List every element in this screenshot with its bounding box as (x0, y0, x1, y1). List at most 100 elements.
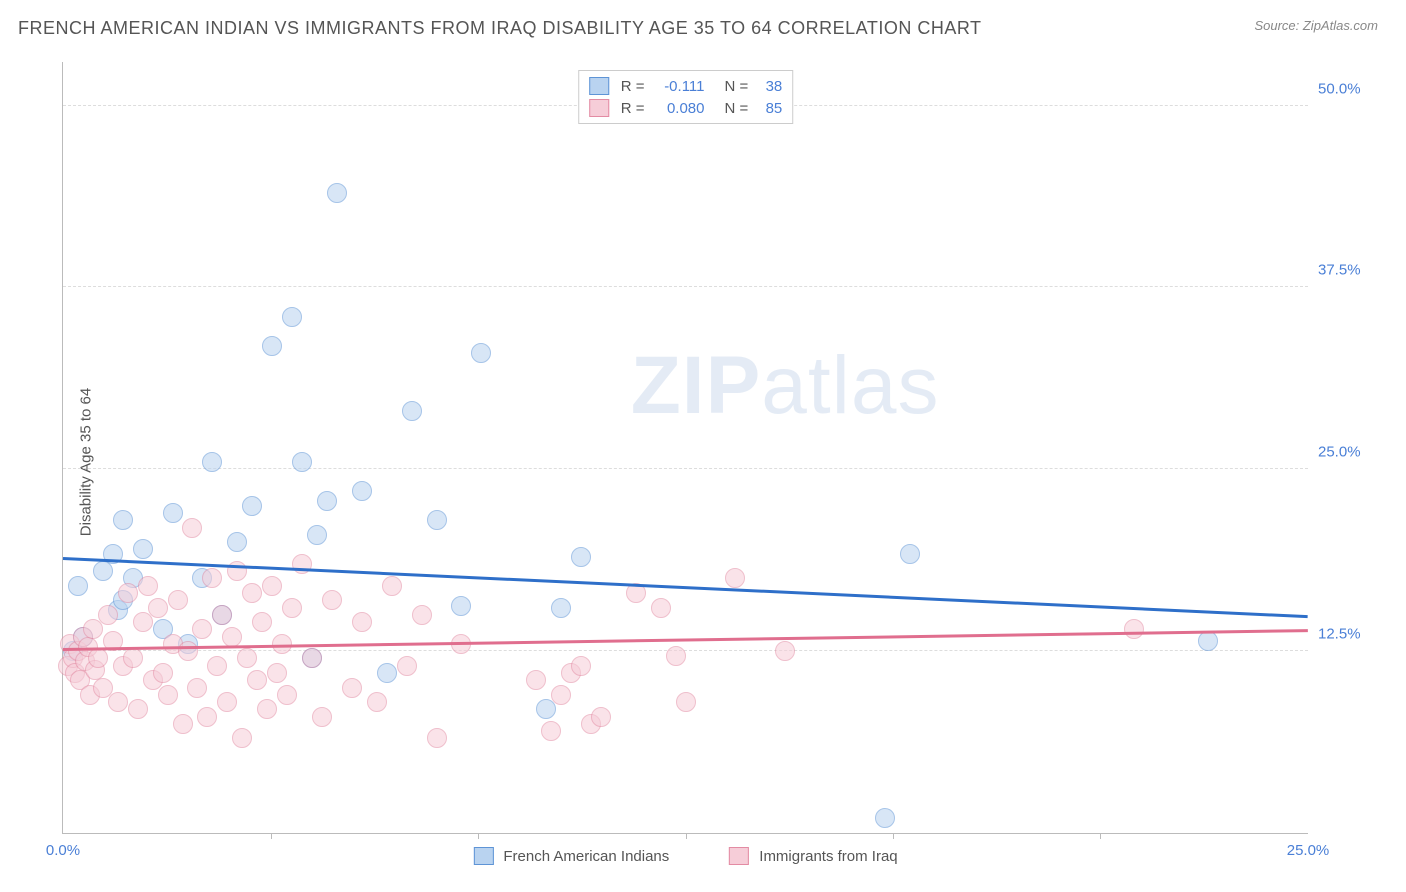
data-point (98, 605, 118, 625)
legend-correlation-row: R =-0.111N =38 (589, 75, 783, 97)
data-point (68, 576, 88, 596)
data-point (551, 685, 571, 705)
data-point (541, 721, 561, 741)
data-point (217, 692, 237, 712)
data-point (202, 568, 222, 588)
data-point (875, 808, 895, 828)
data-point (571, 547, 591, 567)
data-point (666, 646, 686, 666)
r-label: R = (621, 100, 645, 117)
data-point (123, 648, 143, 668)
data-point (158, 685, 178, 705)
legend-correlation-box: R =-0.111N =38R =0.080N =85 (578, 70, 794, 124)
data-point (148, 598, 168, 618)
data-point (676, 692, 696, 712)
data-point (118, 583, 138, 603)
data-point (93, 561, 113, 581)
data-point (232, 728, 252, 748)
data-point (257, 699, 277, 719)
y-tick-label: 37.5% (1318, 262, 1378, 279)
data-point (247, 670, 267, 690)
x-tick-minor (1100, 833, 1101, 839)
data-point (327, 183, 347, 203)
x-tick-label: 25.0% (1287, 842, 1330, 859)
data-point (88, 648, 108, 668)
legend-correlation-row: R =0.080N =85 (589, 97, 783, 119)
data-point (526, 670, 546, 690)
data-point (108, 692, 128, 712)
data-point (471, 343, 491, 363)
data-point (262, 576, 282, 596)
data-point (342, 678, 362, 698)
data-point (133, 612, 153, 632)
n-label: N = (725, 100, 749, 117)
data-point (317, 491, 337, 511)
source-label: Source: (1254, 18, 1302, 33)
data-point (242, 496, 262, 516)
data-point (282, 307, 302, 327)
source-attribution: Source: ZipAtlas.com (1254, 18, 1378, 33)
legend-swatch (589, 99, 609, 117)
data-point (182, 518, 202, 538)
r-value: 0.080 (653, 100, 705, 117)
data-point (397, 656, 417, 676)
data-point (412, 605, 432, 625)
data-point (352, 481, 372, 501)
data-point (292, 452, 312, 472)
data-point (427, 510, 447, 530)
data-point (382, 576, 402, 596)
data-point (212, 605, 232, 625)
data-point (267, 663, 287, 683)
data-point (377, 663, 397, 683)
data-point (227, 532, 247, 552)
x-tick-label: 0.0% (46, 842, 80, 859)
source-link[interactable]: ZipAtlas.com (1303, 18, 1378, 33)
data-point (302, 648, 322, 668)
data-point (775, 641, 795, 661)
data-point (207, 656, 227, 676)
legend-series-item: Immigrants from Iraq (729, 847, 897, 865)
data-point (900, 544, 920, 564)
legend-swatch (473, 847, 493, 865)
x-tick-minor (478, 833, 479, 839)
y-tick-label: 12.5% (1318, 626, 1378, 643)
data-point (222, 627, 242, 647)
data-point (571, 656, 591, 676)
data-point (282, 598, 302, 618)
n-label: N = (725, 78, 749, 95)
data-point (252, 612, 272, 632)
data-point (1124, 619, 1144, 639)
data-point (128, 699, 148, 719)
x-tick-minor (686, 833, 687, 839)
data-point (113, 510, 133, 530)
legend-series: French American IndiansImmigrants from I… (473, 847, 897, 865)
data-point (312, 707, 332, 727)
r-label: R = (621, 78, 645, 95)
data-point (352, 612, 372, 632)
chart-title: FRENCH AMERICAN INDIAN VS IMMIGRANTS FRO… (18, 18, 982, 39)
data-point (402, 401, 422, 421)
data-point (551, 598, 571, 618)
data-point (173, 714, 193, 734)
x-tick-minor (271, 833, 272, 839)
gridline (63, 468, 1308, 469)
gridline (63, 286, 1308, 287)
data-point (451, 596, 471, 616)
data-point (1198, 631, 1218, 651)
plot-area: ZIPatlas R =-0.111N =38R =0.080N =85 Fre… (62, 62, 1308, 834)
y-tick-label: 25.0% (1318, 444, 1378, 461)
data-point (237, 648, 257, 668)
watermark: ZIPatlas (631, 339, 940, 433)
data-point (197, 707, 217, 727)
data-point (591, 707, 611, 727)
data-point (83, 619, 103, 639)
legend-swatch (729, 847, 749, 865)
legend-swatch (589, 77, 609, 95)
data-point (367, 692, 387, 712)
chart-container: Disability Age 35 to 64 ZIPatlas R =-0.1… (18, 50, 1388, 874)
data-point (178, 641, 198, 661)
data-point (725, 568, 745, 588)
data-point (651, 598, 671, 618)
trend-line (63, 629, 1308, 650)
data-point (262, 336, 282, 356)
